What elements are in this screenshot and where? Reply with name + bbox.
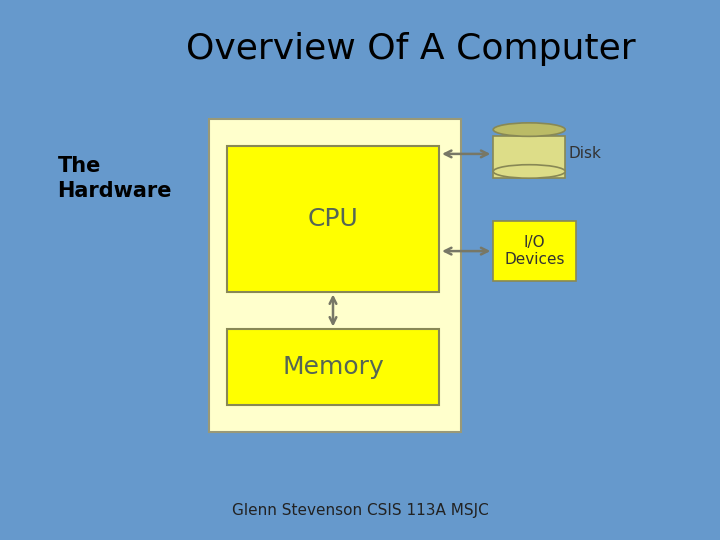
Text: Memory: Memory [282,355,384,379]
Bar [227,146,439,292]
Text: Overview Of A Computer: Overview Of A Computer [186,32,635,65]
Bar [227,329,439,405]
Bar [209,119,461,432]
Text: I/O
Devices: I/O Devices [504,235,565,267]
Ellipse shape [493,123,565,137]
Ellipse shape [493,165,565,178]
Bar [493,221,576,281]
Bar [493,136,565,178]
Text: Glenn Stevenson CSIS 113A MSJC: Glenn Stevenson CSIS 113A MSJC [232,503,488,518]
Text: The
Hardware: The Hardware [58,156,172,200]
Text: Disk: Disk [569,146,602,161]
Text: CPU: CPU [307,207,359,231]
